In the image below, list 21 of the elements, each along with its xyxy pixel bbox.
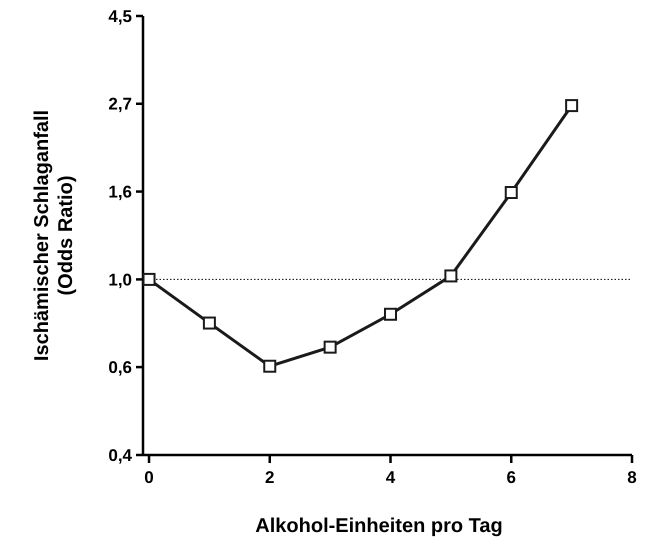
point [202, 316, 216, 330]
x-tick-label: 2 [265, 468, 274, 487]
x-tick-label: 6 [506, 468, 516, 487]
point [384, 308, 398, 321]
y-tick-label: 1,0 [108, 270, 132, 290]
y-tick-label: 4,5 [108, 6, 132, 26]
y-tick-label: 0,4 [108, 446, 133, 465]
x-axis-title: Alkohol-Einheiten pro Tag [255, 515, 503, 537]
point [263, 360, 276, 373]
x-tick-label: 8 [627, 468, 637, 487]
point [142, 272, 156, 286]
point [565, 99, 578, 112]
y-axis-title: Ischämischer Schlaganfall (Odds Ratio) [31, 110, 77, 362]
x-tick-label: 0 [144, 468, 154, 487]
point [324, 340, 337, 354]
x-tick-label: 4 [386, 468, 396, 487]
point [444, 269, 458, 282]
point [504, 186, 518, 200]
y-tick-label: 2,7 [108, 94, 132, 114]
y-tick-label: 1,6 [108, 182, 132, 202]
y-tick-label: 0,6 [108, 358, 132, 378]
